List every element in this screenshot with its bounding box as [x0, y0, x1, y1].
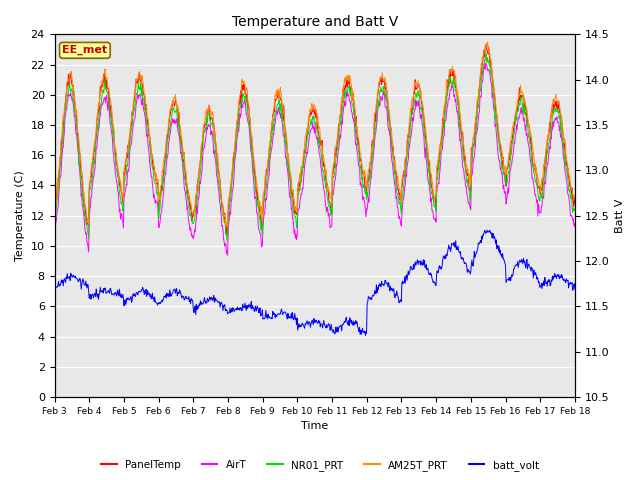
AM25T_PRT [224, 225, 232, 230]
NR01_PRT [571, 207, 579, 213]
AirT [273, 111, 281, 117]
AirT [51, 233, 58, 239]
AirT [224, 252, 232, 258]
PanelTemp [108, 113, 115, 119]
NR01_PRT [482, 51, 490, 57]
AirT [186, 228, 194, 233]
AM25T_PRT [443, 83, 451, 88]
Y-axis label: Temperature (C): Temperature (C) [15, 170, 25, 261]
NR01_PRT [186, 213, 194, 218]
PanelTemp [51, 204, 58, 210]
PanelTemp [501, 171, 509, 177]
Line: AM25T_PRT: AM25T_PRT [54, 42, 575, 228]
NR01_PRT [108, 122, 115, 128]
Title: Temperature and Batt V: Temperature and Batt V [232, 15, 398, 29]
batt_volt [108, 289, 115, 295]
AM25T_PRT [422, 126, 429, 132]
AM25T_PRT [273, 86, 281, 92]
NR01_PRT [223, 239, 231, 244]
Line: PanelTemp: PanelTemp [54, 45, 575, 235]
PanelTemp [443, 93, 451, 98]
AirT [108, 128, 115, 133]
batt_volt [571, 287, 579, 292]
PanelTemp [422, 137, 429, 143]
Line: batt_volt: batt_volt [54, 230, 575, 336]
batt_volt [501, 261, 509, 266]
Y-axis label: Batt V: Batt V [615, 199, 625, 233]
batt_volt [422, 265, 429, 271]
NR01_PRT [51, 217, 58, 223]
PanelTemp [273, 95, 281, 101]
AM25T_PRT [484, 39, 492, 45]
Line: AirT: AirT [54, 62, 575, 255]
NR01_PRT [501, 179, 509, 185]
X-axis label: Time: Time [301, 421, 328, 432]
batt_volt [483, 227, 491, 233]
PanelTemp [224, 232, 232, 238]
AM25T_PRT [501, 163, 509, 169]
batt_volt [51, 283, 58, 289]
AirT [422, 145, 429, 151]
NR01_PRT [422, 137, 429, 143]
batt_volt [362, 333, 369, 338]
AirT [571, 220, 579, 226]
AM25T_PRT [186, 199, 194, 204]
batt_volt [273, 313, 281, 319]
NR01_PRT [443, 93, 451, 98]
NR01_PRT [273, 101, 281, 107]
PanelTemp [571, 200, 579, 205]
AirT [501, 189, 509, 194]
PanelTemp [483, 42, 490, 48]
Line: NR01_PRT: NR01_PRT [54, 54, 575, 241]
batt_volt [443, 252, 451, 258]
AM25T_PRT [108, 102, 115, 108]
AirT [482, 60, 490, 65]
AM25T_PRT [571, 193, 579, 199]
PanelTemp [186, 207, 194, 213]
batt_volt [186, 297, 194, 303]
Legend: PanelTemp, AirT, NR01_PRT, AM25T_PRT, batt_volt: PanelTemp, AirT, NR01_PRT, AM25T_PRT, ba… [97, 456, 543, 475]
AirT [443, 105, 451, 111]
AM25T_PRT [51, 204, 58, 210]
Text: EE_met: EE_met [62, 45, 108, 56]
